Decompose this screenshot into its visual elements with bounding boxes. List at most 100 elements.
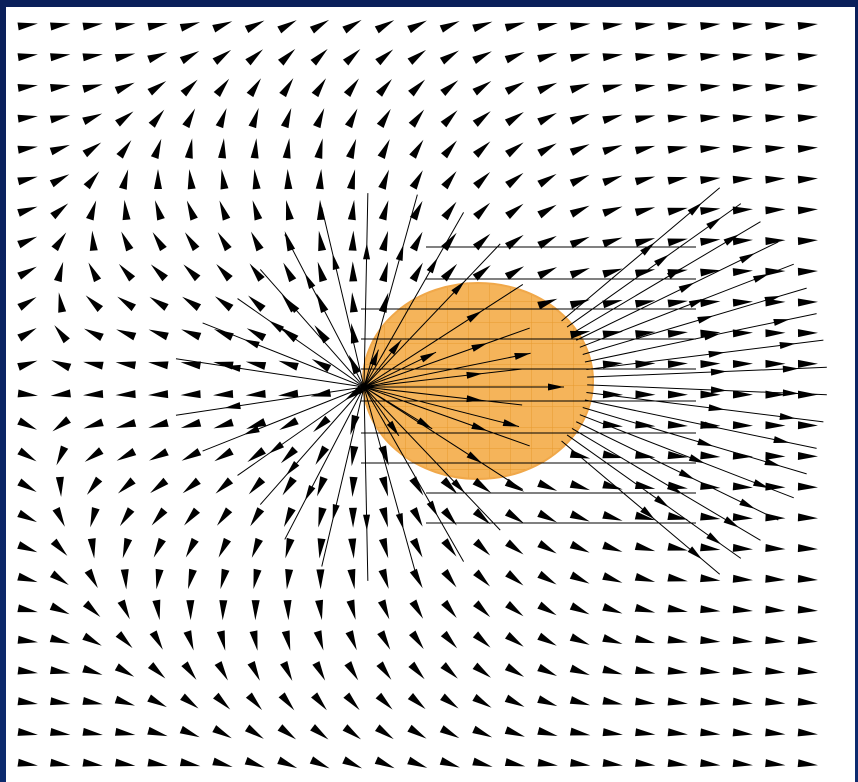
field-arrow: [569, 696, 591, 706]
field-arrow: [313, 108, 325, 129]
field-arrow: [569, 602, 590, 615]
field-line-arrow: [268, 441, 285, 454]
field-line: [363, 243, 501, 388]
field-line-arrow: [666, 267, 683, 280]
field-line: [363, 386, 530, 447]
field-arrow: [346, 138, 357, 159]
field-arrow: [765, 544, 786, 553]
field-arrow: [634, 572, 656, 582]
field-arrow: [602, 420, 623, 429]
field-arrow: [50, 84, 71, 92]
field-line-arrow: [703, 333, 721, 341]
field-arrow: [635, 728, 656, 737]
field-arrow: [409, 599, 424, 619]
field-arrow: [376, 108, 391, 128]
field-arrow: [765, 513, 786, 522]
field-arrow: [377, 139, 390, 159]
field-arrow: [700, 636, 721, 645]
field-arrow: [732, 636, 753, 645]
field-line-arrow: [773, 436, 790, 443]
field-arrow: [378, 200, 389, 221]
field-arrow: [184, 138, 193, 159]
field-arrow: [148, 390, 169, 399]
field-arrow: [119, 507, 135, 527]
field-arrow: [797, 697, 818, 706]
field-arrow: [472, 757, 493, 767]
inner-field-arrow: [514, 352, 531, 360]
field-arrow: [569, 633, 590, 645]
field-arrow: [472, 662, 492, 678]
field-arrow: [347, 169, 356, 190]
field-arrow: [51, 360, 72, 372]
field-arrow: [82, 727, 103, 736]
field-arrow: [504, 22, 526, 32]
field-arrow: [17, 541, 38, 553]
field-arrow: [49, 570, 69, 585]
field-arrow: [50, 727, 71, 736]
field-arrow: [732, 329, 753, 338]
field-arrow: [667, 22, 688, 31]
field-arrow: [279, 417, 299, 431]
field-arrow: [537, 632, 557, 646]
field-line-arrow: [708, 404, 725, 412]
inner-field-arrow: [416, 417, 433, 429]
field-arrow: [732, 22, 753, 31]
field-arrow: [634, 666, 656, 675]
field-line: [363, 284, 524, 388]
field-arrow: [148, 419, 169, 428]
field-arrow: [765, 451, 786, 460]
field-arrow: [667, 299, 688, 308]
field-arrow: [115, 111, 134, 127]
field-arrow: [280, 107, 292, 129]
field-arrow: [700, 360, 721, 369]
field-arrow: [17, 478, 37, 493]
field-arrow: [82, 696, 103, 705]
field-line-arrow: [697, 315, 714, 324]
field-arrow: [569, 83, 591, 94]
field-arrow: [348, 538, 357, 559]
field-arrow: [409, 537, 423, 558]
field-arrow: [472, 141, 491, 158]
field-arrow: [344, 108, 358, 129]
field-arrow: [732, 574, 753, 583]
field-arrow: [49, 666, 71, 675]
field-line: [363, 386, 465, 562]
field-line-arrow: [395, 513, 404, 530]
field-arrow: [407, 20, 427, 34]
field-arrow: [797, 83, 818, 92]
field-arrow: [569, 540, 590, 553]
field-arrow: [213, 692, 231, 710]
field-arrow: [247, 661, 260, 681]
field-arrow: [472, 631, 491, 648]
field-line: [321, 207, 365, 388]
field-line-arrow: [471, 343, 488, 352]
field-arrow: [213, 78, 230, 97]
field-line-arrow: [779, 413, 796, 420]
field-arrow: [342, 49, 361, 66]
field-arrow: [667, 542, 688, 551]
field-arrow: [350, 414, 360, 436]
field-line: [363, 368, 523, 388]
field-arrow: [797, 574, 818, 583]
field-arrow: [700, 299, 721, 308]
field-arrow: [634, 542, 656, 552]
field-arrow: [344, 661, 359, 681]
field-arrow: [537, 298, 558, 310]
field-arrow: [282, 476, 297, 496]
field-arrow: [277, 756, 298, 769]
field-arrow: [732, 451, 753, 460]
field-arrow: [250, 138, 259, 159]
field-arrow: [282, 138, 291, 159]
field-line-arrow: [678, 469, 695, 480]
field-arrow: [185, 537, 199, 558]
field-arrow: [765, 359, 786, 368]
field-arrow: [216, 264, 233, 282]
field-arrow: [114, 22, 136, 31]
field-arrow: [570, 758, 591, 767]
field-arrow: [505, 142, 524, 158]
field-line-arrow: [779, 342, 796, 349]
field-line-arrow: [426, 257, 438, 274]
field-arrow: [251, 600, 260, 621]
field-arrow: [732, 759, 753, 768]
field-arrow: [409, 262, 423, 283]
